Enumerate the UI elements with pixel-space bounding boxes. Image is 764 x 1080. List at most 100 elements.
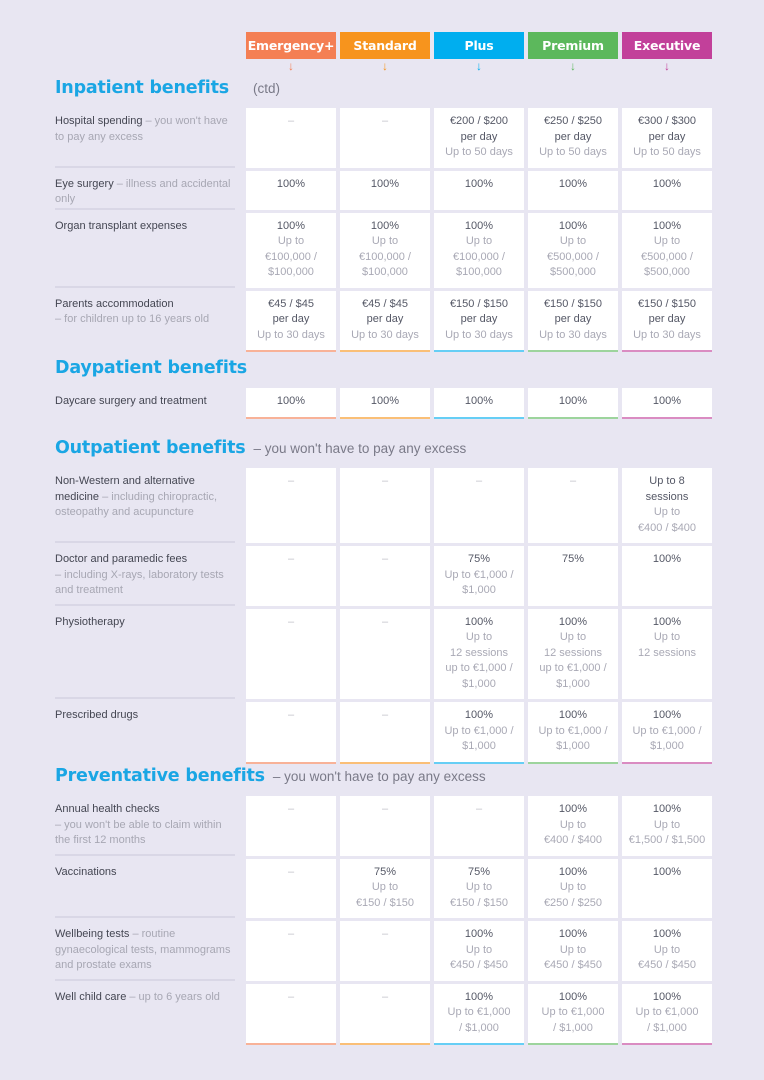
benefit-cell-standard: –: [340, 608, 430, 699]
benefit-cell-plus: 100% Up to €450 / $450: [434, 921, 524, 981]
cell-limit: Up to €1,000 / $1,000: [447, 1006, 511, 1034]
cell-limit: Up to €400 / $400: [543, 818, 603, 847]
row-label: Physiotherapy: [55, 609, 235, 699]
cell-value: –: [287, 865, 295, 878]
cell-value: 100%: [558, 709, 588, 721]
row-label: Well child care – up to 6 years old: [55, 984, 235, 1046]
section-title: Inpatient benefits: [55, 78, 229, 98]
cell-value: 100%: [652, 928, 682, 940]
benefit-description: – for children up to 16 years old: [55, 313, 210, 325]
arrow-down-icon: ↓: [288, 59, 294, 73]
benefit-cell-standard: –: [340, 108, 430, 168]
cell-limit: Up to €500,000 / $500,000: [547, 235, 599, 278]
benefit-cell-plus: 100% Up to €1,000 / $1,000: [434, 702, 524, 764]
cell-limit: Up to 30 days: [257, 328, 325, 341]
cell-value: 100%: [276, 177, 306, 190]
benefit-cell-premium: €150 / $150 per day Up to 30 days: [528, 290, 618, 352]
cell-value: 100%: [558, 395, 588, 407]
cell-limit: Up to 12 sessions: [637, 631, 697, 659]
cell-value: €300 / $300 per day: [637, 115, 697, 143]
benefit-cell-plus: 75% Up to €1,000 / $1,000: [434, 546, 524, 606]
cell-value: 75%: [467, 865, 491, 878]
benefit-cell-executive: Up to 8 sessions Up to €400 / $400: [622, 468, 712, 543]
cell-value: 100%: [370, 219, 400, 232]
cell-limit: Up to €450 / $450: [637, 943, 697, 972]
cell-limit: Up to €150 / $150: [449, 881, 509, 909]
arrow-down-icon: ↓: [664, 59, 670, 73]
table-row: Doctor and paramedic fees – including X-…: [55, 546, 715, 606]
table-row: Hospital spending – you won't have to pa…: [55, 108, 715, 168]
cell-limit: Up to €400 / $400: [637, 506, 697, 534]
benefit-name: Physiotherapy: [55, 615, 125, 628]
benefit-description: – up to 6 years old: [126, 990, 220, 1003]
cell-value: €150 / $150 per day: [637, 297, 697, 326]
cell-value: 75%: [561, 553, 585, 565]
arrow-down-icon: ↓: [570, 59, 576, 73]
benefit-cell-standard: –: [340, 702, 430, 764]
benefit-cell-premium: 100%: [528, 170, 618, 210]
section-title: Outpatient benefits: [55, 438, 246, 458]
row-label: Vaccinations: [55, 859, 235, 918]
cell-limit: Up to 30 days: [539, 328, 607, 341]
benefit-name: Vaccinations: [55, 865, 117, 878]
cell-value: 100%: [464, 615, 494, 628]
benefit-cell-standard: €45 / $45 per day Up to 30 days: [340, 290, 430, 352]
benefit-cell-emergency: –: [246, 858, 336, 918]
table-row: Well child care – up to 6 years old – – 100…: [55, 983, 715, 1046]
table-row: Non-Western and alternative medicine – i…: [55, 468, 715, 543]
cell-limit: Up to €1,000 / $1,000: [538, 724, 608, 753]
benefit-cell-executive: 100%: [622, 388, 712, 419]
benefit-cell-emergency: –: [246, 983, 336, 1045]
cell-value: 100%: [652, 177, 682, 190]
benefit-cell-emergency: 100%: [246, 170, 336, 210]
cell-value: –: [287, 928, 295, 940]
benefit-cell-executive: 100% Up to €1,000 / $1,000: [622, 983, 712, 1045]
benefit-cell-premium: €250 / $250 per day Up to 50 days: [528, 108, 618, 168]
plan-column-executive: Executive ↓: [622, 32, 712, 72]
table-row: Parents accommodation – for children up …: [55, 290, 715, 352]
benefit-cell-executive: 100% Up to €500,000 / $500,000: [622, 212, 712, 288]
section-header: Preventative benefits – you won't have to…: [55, 766, 715, 786]
table-row: Wellbeing tests – routine gynaecological…: [55, 921, 715, 981]
cell-limit: Up to €1,000 / $1,000: [444, 724, 514, 753]
row-label: Annual health checks – you won't be able…: [55, 796, 235, 856]
cell-value: 100%: [558, 928, 588, 940]
cell-value: 100%: [558, 219, 588, 232]
cell-limit: Up to €450 / $450: [449, 943, 509, 972]
cell-value: –: [287, 615, 295, 628]
table-row: Annual health checks – you won't be able…: [55, 796, 715, 856]
cell-limit: Up to €100,000 / $100,000: [453, 235, 505, 278]
cell-value: €45 / $45 per day: [268, 297, 314, 326]
benefit-name: Doctor and paramedic fees: [55, 553, 188, 565]
plan-column-standard: Standard ↓: [340, 32, 430, 72]
benefit-cell-executive: 100%: [622, 170, 712, 210]
arrow-down-icon: ↓: [476, 59, 482, 73]
benefit-cell-plus: –: [434, 468, 524, 543]
cell-value: 75%: [373, 865, 397, 878]
section-header: Daypatient benefits: [55, 358, 715, 378]
benefit-cell-plus: 75% Up to €150 / $150: [434, 858, 524, 918]
cell-limit: Up to 12 sessions up to €1,000 / $1,000: [539, 631, 607, 690]
benefit-description: – you won't be able to claim within the …: [55, 818, 222, 847]
cell-value: €45 / $45 per day: [362, 297, 408, 326]
benefit-cell-premium: 100% Up to €1,000 / $1,000: [528, 983, 618, 1045]
cell-limit: Up to 12 sessions up to €1,000 / $1,000: [445, 631, 513, 690]
cell-value: 100%: [370, 395, 400, 407]
benefit-cell-emergency: –: [246, 702, 336, 764]
cell-limit: Up to 30 days: [445, 328, 513, 341]
row-label: Doctor and paramedic fees – including X-…: [55, 546, 235, 606]
row-label: Daycare surgery and treatment: [55, 388, 235, 419]
benefit-cell-executive: 100%: [622, 546, 712, 606]
benefit-cell-standard: –: [340, 796, 430, 856]
cell-limit: Up to €1,000 / $1,000: [635, 1006, 699, 1034]
benefit-cell-emergency: –: [246, 796, 336, 856]
plan-column-plus: Plus ↓: [434, 32, 524, 72]
benefit-cell-plus: 100%: [434, 388, 524, 419]
benefit-cell-emergency: –: [246, 108, 336, 168]
cell-value: 100%: [558, 990, 588, 1003]
cell-value: 100%: [464, 219, 494, 232]
cell-value: –: [287, 990, 295, 1003]
benefit-cell-standard: –: [340, 468, 430, 543]
benefit-cell-emergency: –: [246, 468, 336, 543]
benefit-cell-plus: 100% Up to €1,000 / $1,000: [434, 983, 524, 1045]
